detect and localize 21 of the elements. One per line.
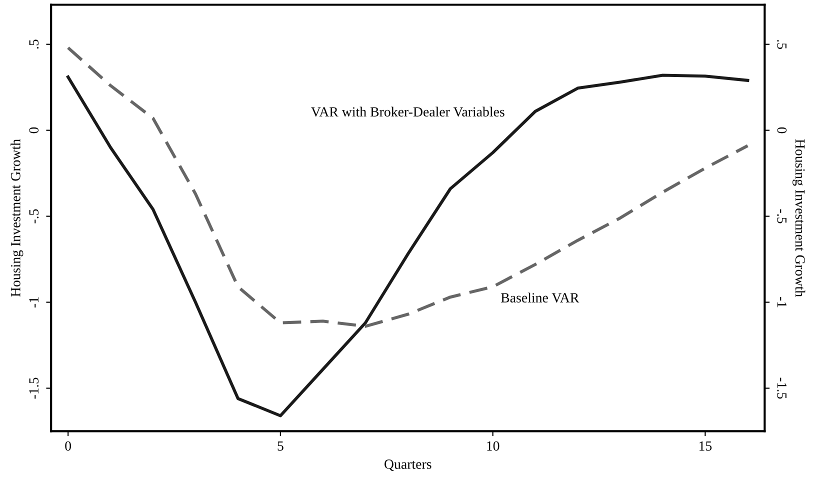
y-axis-title: Housing Investment Growth [10,139,24,297]
y2-tick-label: -1 [777,296,787,308]
x-tick-label: 10 [487,441,500,451]
x-tick-label: 0 [65,441,72,451]
x-tick-label: 15 [699,441,712,451]
y2-tick-label: .5 [777,40,786,49]
y-tick-label: .5 [29,40,39,49]
annotation: Baseline VAR [500,292,580,303]
y-tick-label: 0 [29,127,39,134]
x-axis-title: Quarters [384,460,432,471]
y2-axis-title: Housing Investment Growth [792,139,806,297]
y-tick-label: -1.5 [29,378,39,399]
y-tick-label: -.5 [29,209,39,224]
x-tick-label: 5 [278,441,284,451]
annotation: VAR with Broker-Dealer Variables [311,106,504,117]
line-series [66,74,750,418]
line-series [66,46,750,328]
y2-tick-label: -1.5 [777,378,787,399]
y-tick-label: -1 [29,297,38,308]
y2-tick-label: -.5 [777,209,786,224]
y2-tick-label: 0 [777,127,787,134]
